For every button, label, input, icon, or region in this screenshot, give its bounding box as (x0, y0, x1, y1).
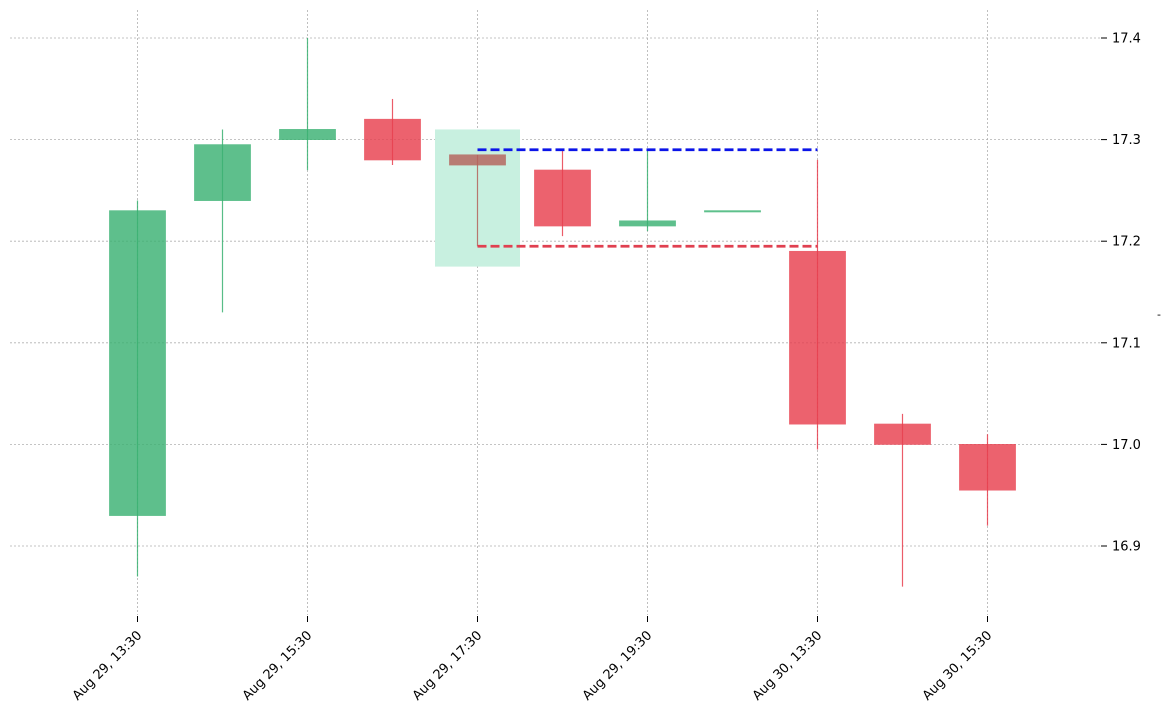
candle (279, 38, 336, 171)
xtick-label: Aug 29, 19:30 (580, 628, 656, 704)
candles (109, 38, 1016, 587)
candle-body (109, 210, 166, 516)
candle-body (534, 169, 591, 227)
candle-body (364, 118, 421, 161)
candle (449, 154, 506, 247)
candle (874, 413, 931, 587)
candle (704, 210, 761, 213)
ytick-label: 17.0 (1112, 438, 1141, 453)
candle-body (449, 154, 506, 166)
ytick-label: 17.1 (1112, 336, 1141, 351)
grid (10, 10, 1100, 615)
xtick-label: Aug 29, 17:30 (410, 628, 486, 704)
ytick-label: 16.9 (1112, 540, 1141, 555)
candle (364, 98, 421, 165)
candle (959, 434, 1016, 526)
level-lines (477, 148, 818, 248)
ytick-label: 17.3 (1112, 133, 1141, 148)
candle (619, 149, 676, 232)
candle-body (874, 423, 931, 445)
ytick-label: 17.2 (1112, 235, 1141, 250)
y-axis-side-label: - (1157, 308, 1161, 321)
candle-body (619, 220, 676, 227)
candle-body (789, 250, 846, 425)
candle (534, 149, 591, 237)
xtick-label: Aug 29, 13:30 (70, 628, 146, 704)
candle (109, 200, 166, 577)
xtick-label: Aug 30, 13:30 (750, 628, 826, 704)
candle-body (194, 144, 251, 201)
candle-body (279, 129, 336, 141)
candle-body (704, 210, 761, 213)
y-axis: 16.9 17.0 17.1 17.2 17.3 17.4 (1101, 32, 1141, 555)
ytick-label: 17.4 (1112, 32, 1141, 47)
xtick-label: Aug 30, 15:30 (920, 628, 996, 704)
xtick-label: Aug 29, 15:30 (240, 628, 316, 704)
x-axis: Aug 29, 13:30 Aug 29, 15:30 Aug 29, 17:30 A… (70, 616, 996, 704)
candle-body (959, 443, 1016, 491)
candle (194, 129, 251, 313)
candle (789, 159, 846, 450)
